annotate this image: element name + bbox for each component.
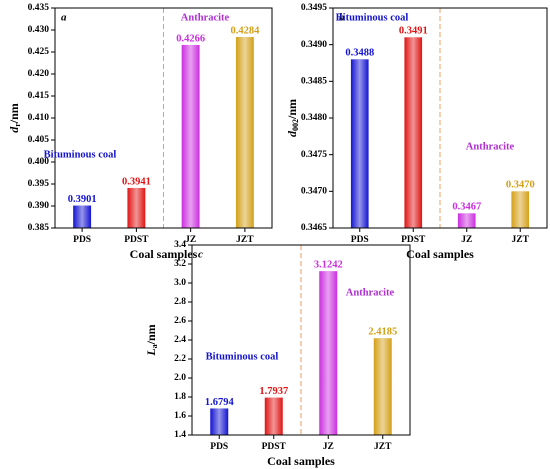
y-tick-label: 2.2 <box>174 354 186 364</box>
y-axis-label: La/nm <box>144 324 159 356</box>
bar-highlight <box>73 205 92 228</box>
y-tick-label: 2.0 <box>174 373 186 383</box>
y-tick-label: 0.415 <box>28 91 50 101</box>
y-tick-label: 0.3475 <box>301 150 327 160</box>
y-label-main: d <box>285 130 299 137</box>
panel-label: c <box>198 249 203 261</box>
value-label: 0.3901 <box>68 194 97 205</box>
panel-label: a <box>61 12 67 24</box>
y-tick-label: 0.405 <box>28 135 50 145</box>
value-label: 1.6794 <box>205 397 235 408</box>
x-tick-label: JZT <box>512 235 530 245</box>
y-tick-label: 0.3495 <box>301 3 327 13</box>
y-label-main: L <box>144 348 158 356</box>
y-tick-label: 0.3490 <box>301 40 327 50</box>
annotation: Anthracite <box>346 287 395 298</box>
bar-highlight <box>511 191 530 228</box>
value-label: 0.4266 <box>176 33 205 44</box>
annotation: Bituminous coal <box>44 149 117 160</box>
bar-highlight <box>404 37 423 229</box>
x-axis-label: Coal samples <box>406 247 474 261</box>
y-tick-label: 3.0 <box>174 278 186 288</box>
y-label-unit: /nm <box>285 99 299 120</box>
y-axis-label: d002/nm <box>285 99 300 137</box>
bar-highlight <box>210 408 229 435</box>
y-tick-label: 0.3465 <box>301 223 327 233</box>
x-tick-label: PDS <box>73 235 91 245</box>
y-tick-label: 0.430 <box>28 25 50 35</box>
y-tick-label: 1.4 <box>174 430 186 440</box>
bar-highlight <box>235 37 254 228</box>
x-tick-label: PDST <box>262 442 287 452</box>
y-tick-label: 2.8 <box>174 297 186 307</box>
annotation: Bituminous coal <box>336 12 409 23</box>
value-label: 2.4185 <box>368 327 397 338</box>
plot-frame <box>191 244 411 436</box>
x-tick-label: JZ <box>185 235 196 245</box>
x-tick-label: PDS <box>351 235 369 245</box>
annotation: Bituminous coal <box>206 351 279 362</box>
x-tick-label: JZT <box>236 235 254 245</box>
y-label-sub: a <box>150 344 159 348</box>
y-tick-label: 0.3470 <box>301 187 327 197</box>
y-tick-label: 3.2 <box>174 259 186 269</box>
bar-highlight <box>127 187 146 228</box>
x-tick-label: JZ <box>461 235 472 245</box>
panel-label: b <box>339 12 345 24</box>
y-tick-label: 0.395 <box>28 179 50 189</box>
bar-highlight <box>350 59 369 229</box>
bar-highlight <box>373 338 392 435</box>
y-tick-label: 0.420 <box>28 69 50 79</box>
value-label: 0.3467 <box>452 202 481 213</box>
x-tick-label: JZ <box>323 442 334 452</box>
plot-frame <box>332 7 548 229</box>
value-label: 0.3488 <box>345 48 374 59</box>
y-tick-label: 2.4 <box>174 335 186 345</box>
value-label: 3.1242 <box>314 260 343 271</box>
x-axis-label: Coal samples <box>130 247 198 261</box>
y-tick-label: 1.8 <box>174 392 186 402</box>
x-tick-label: PDST <box>401 235 426 245</box>
value-label: 0.3491 <box>399 26 428 37</box>
y-axis-label: dr/nm <box>7 103 22 133</box>
y-label-main: d <box>7 126 21 133</box>
y-tick-label: 1.6 <box>174 411 186 421</box>
value-label: 0.3470 <box>506 180 535 191</box>
y-label-unit: /nm <box>144 324 158 345</box>
y-tick-label: 3.4 <box>174 240 186 250</box>
x-tick-label: JZT <box>374 442 392 452</box>
value-label: 1.7937 <box>259 386 288 397</box>
y-label-sub: r <box>13 123 22 127</box>
value-label: 0.4284 <box>230 25 260 36</box>
x-tick-label: PDST <box>124 235 149 245</box>
y-tick-label: 0.400 <box>28 157 50 167</box>
y-label-unit: /nm <box>7 103 21 124</box>
annotation: Anthracite <box>466 141 515 152</box>
y-tick-label: 0.425 <box>28 47 50 57</box>
plot-frame <box>54 7 273 229</box>
bar-highlight <box>181 44 200 229</box>
x-axis-label: Coal samples <box>267 454 335 468</box>
y-tick-label: 0.390 <box>28 201 50 211</box>
value-label: 0.3941 <box>122 176 151 187</box>
y-tick-label: 0.3485 <box>301 77 327 87</box>
bar-highlight <box>264 397 283 435</box>
y-tick-label: 0.410 <box>28 113 50 123</box>
bar-highlight <box>319 271 338 435</box>
x-tick-label: PDS <box>210 442 228 452</box>
y-tick-label: 2.6 <box>174 316 186 326</box>
y-tick-label: 0.3480 <box>301 113 327 123</box>
y-tick-label: 0.385 <box>28 223 50 233</box>
bar-highlight <box>457 213 476 228</box>
annotation: Anthracite <box>181 12 230 23</box>
y-label-sub: 002 <box>291 119 300 131</box>
y-tick-label: 0.435 <box>28 3 50 13</box>
